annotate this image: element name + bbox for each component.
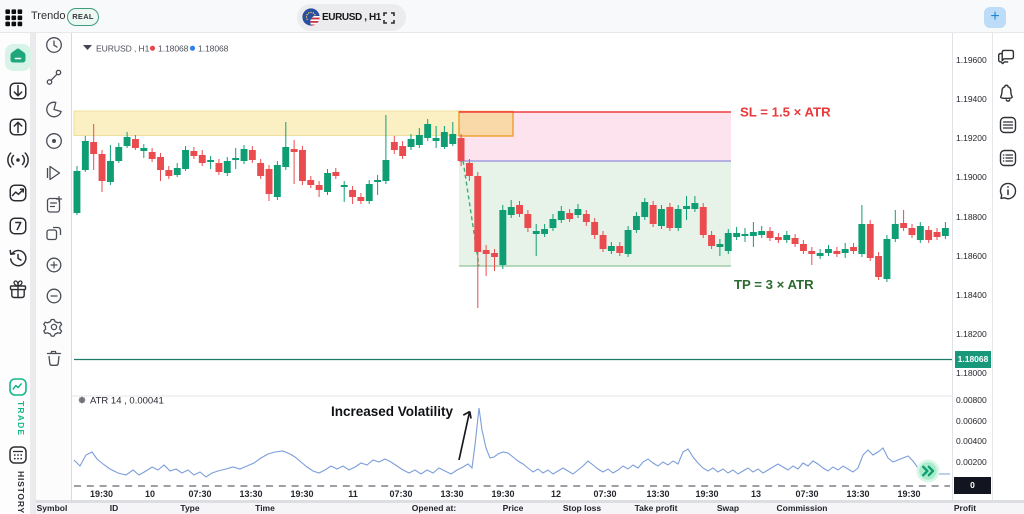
svg-text:13:30: 13:30 (846, 489, 869, 499)
svg-text:ATR 14 , 0.00041: ATR 14 , 0.00041 (90, 396, 164, 407)
svg-text:19:30: 19:30 (897, 489, 920, 499)
svg-text:07:30: 07:30 (389, 489, 412, 499)
svg-text:19:30: 19:30 (90, 489, 113, 499)
svg-text:12: 12 (551, 489, 561, 499)
svg-text:07:30: 07:30 (188, 489, 211, 499)
svg-text:19:30: 19:30 (491, 489, 514, 499)
svg-text:TRADE: TRADE (16, 401, 26, 436)
svg-text:19:30: 19:30 (290, 489, 313, 499)
svg-text:07:30: 07:30 (593, 489, 616, 499)
svg-text:HISTORY: HISTORY (16, 471, 26, 514)
svg-text:19:30: 19:30 (695, 489, 718, 499)
svg-text:13:30: 13:30 (646, 489, 669, 499)
svg-text:13:30: 13:30 (440, 489, 463, 499)
svg-text:1.18068: 1.18068 (158, 44, 189, 54)
svg-text:EURUSD , H1: EURUSD , H1 (96, 44, 150, 54)
svg-text:Increased Volatility: Increased Volatility (331, 404, 454, 419)
svg-text:1.18068: 1.18068 (198, 44, 229, 54)
svg-text:10: 10 (145, 489, 155, 499)
svg-text:TP = 3 × ATR: TP = 3 × ATR (734, 277, 814, 292)
svg-text:13: 13 (751, 489, 761, 499)
svg-text:SL = 1.5 × ATR: SL = 1.5 × ATR (740, 105, 831, 120)
svg-text:13:30: 13:30 (239, 489, 262, 499)
svg-text:07:30: 07:30 (795, 489, 818, 499)
svg-text:11: 11 (348, 489, 358, 499)
